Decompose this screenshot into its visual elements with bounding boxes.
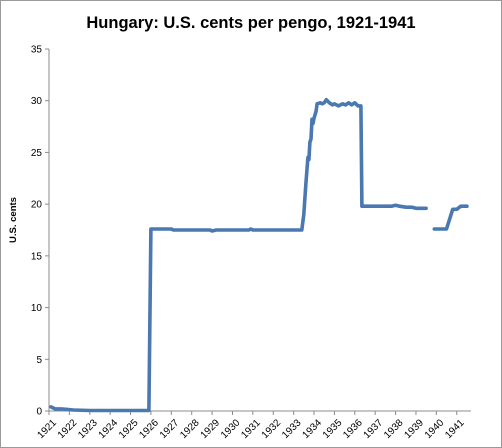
y-tick-label: 35 xyxy=(31,45,43,56)
y-tick-label: 10 xyxy=(31,303,43,314)
x-tick-label: 1926 xyxy=(137,417,161,441)
x-tick-label: 1940 xyxy=(423,417,447,441)
x-tick-label: 1938 xyxy=(382,417,406,441)
x-tick-label: 1923 xyxy=(76,417,100,441)
x-tick-label: 1925 xyxy=(117,417,141,441)
y-tick-label: 15 xyxy=(31,251,43,262)
x-tick-label: 1939 xyxy=(402,417,426,441)
y-tick-label: 5 xyxy=(36,355,42,366)
x-tick-label: 1924 xyxy=(97,417,121,441)
x-tick-label: 1932 xyxy=(260,417,284,441)
x-tick-label: 1922 xyxy=(56,417,80,441)
data-series xyxy=(49,97,469,413)
x-tick-label: 1937 xyxy=(362,417,386,441)
x-tick-label: 1935 xyxy=(321,417,345,441)
y-tick-label: 0 xyxy=(36,407,42,418)
x-tick-label: 1930 xyxy=(219,417,243,441)
y-axis: 0 5 10 15 20 25 30 35 xyxy=(31,45,50,418)
y-axis-title: U.S. cents xyxy=(8,197,19,243)
x-tick-label: 1927 xyxy=(158,417,182,441)
y-tick-label: 25 xyxy=(31,148,43,159)
x-tick-label: 1921 xyxy=(35,417,59,441)
x-tick-label: 1929 xyxy=(199,417,223,441)
x-tick-label: 1931 xyxy=(239,417,263,441)
x-tick-label: 1934 xyxy=(301,417,325,441)
series-line xyxy=(432,204,469,231)
x-tick-label: 1933 xyxy=(280,417,304,441)
x-tick-label: 1928 xyxy=(178,417,202,441)
chart-title: Hungary: U.S. cents per pengo, 1921-1941 xyxy=(86,14,415,32)
y-tick-label: 30 xyxy=(31,96,43,107)
x-tick-label: 1936 xyxy=(341,417,365,441)
x-axis: 1921192219231924192519261927192819291930… xyxy=(35,410,471,441)
x-tick-label: 1941 xyxy=(443,417,467,441)
y-tick-label: 20 xyxy=(31,200,43,211)
series-line xyxy=(49,97,428,413)
